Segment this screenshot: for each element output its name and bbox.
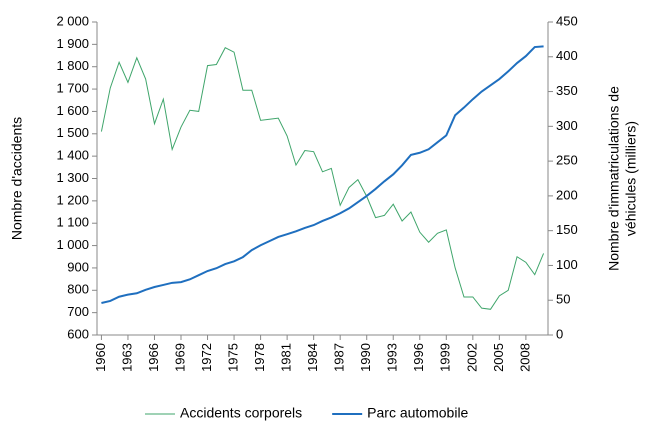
x-tick-label: 1981: [279, 343, 294, 372]
y-tick-label: 600: [67, 326, 89, 341]
y-tick-label: 1 800: [56, 58, 89, 73]
x-tick-label: 1990: [358, 343, 373, 372]
y-tick-label: 700: [67, 304, 89, 319]
y-tick-label: 1 600: [56, 103, 89, 118]
y-tick-label: 800: [67, 282, 89, 297]
y-tick-label: 1 400: [56, 148, 89, 163]
y-tick-label: 1 500: [56, 125, 89, 140]
x-tick-label: 1966: [146, 343, 161, 372]
y-tick-label: 1 200: [56, 192, 89, 207]
y2-tick-label: 400: [556, 48, 578, 63]
y2-tick-label: 300: [556, 118, 578, 133]
y-tick-label: 1 900: [56, 36, 89, 51]
y2-tick-label: 0: [556, 326, 563, 341]
series-line: [101, 45, 544, 304]
y-tick-label: 900: [67, 259, 89, 274]
legend-label: Parc automobile: [367, 405, 468, 421]
y-tick-label: 1 100: [56, 215, 89, 230]
y-tick-label: 2 000: [56, 13, 89, 28]
x-tick-label: 1993: [385, 343, 400, 372]
y2-axis-title: Nombre d'immatriculations de: [606, 86, 622, 271]
x-tick-label: 1960: [93, 343, 108, 372]
y-tick-label: 1 000: [56, 237, 89, 252]
x-tick-label: 1972: [199, 343, 214, 372]
x-tick-label: 1969: [172, 343, 187, 372]
y2-tick-label: 450: [556, 13, 578, 28]
x-tick-label: 1987: [332, 343, 347, 372]
y2-axis-title: véhicules (milliers): [623, 121, 639, 236]
x-tick-label: 2005: [491, 343, 506, 372]
legend-label: Accidents corporels: [180, 405, 302, 421]
y2-tick-label: 150: [556, 222, 578, 237]
y-tick-label: 1 300: [56, 170, 89, 185]
y-axis-title: Nombre d'accidents: [9, 117, 25, 240]
y2-tick-label: 200: [556, 187, 578, 202]
x-tick-label: 2008: [517, 343, 532, 372]
y-tick-label: 1 700: [56, 81, 89, 96]
x-tick-label: 1975: [226, 343, 241, 372]
y2-tick-label: 100: [556, 257, 578, 272]
y2-tick-label: 50: [556, 292, 570, 307]
x-tick-label: 2002: [464, 343, 479, 372]
y2-tick-label: 250: [556, 153, 578, 168]
x-tick-label: 1963: [119, 343, 134, 372]
x-tick-label: 1999: [438, 343, 453, 372]
x-tick-label: 1984: [305, 343, 320, 372]
series-line: [100, 47, 545, 310]
y2-tick-label: 350: [556, 83, 578, 98]
x-tick-label: 1978: [252, 343, 267, 372]
x-tick-label: 1996: [411, 343, 426, 372]
